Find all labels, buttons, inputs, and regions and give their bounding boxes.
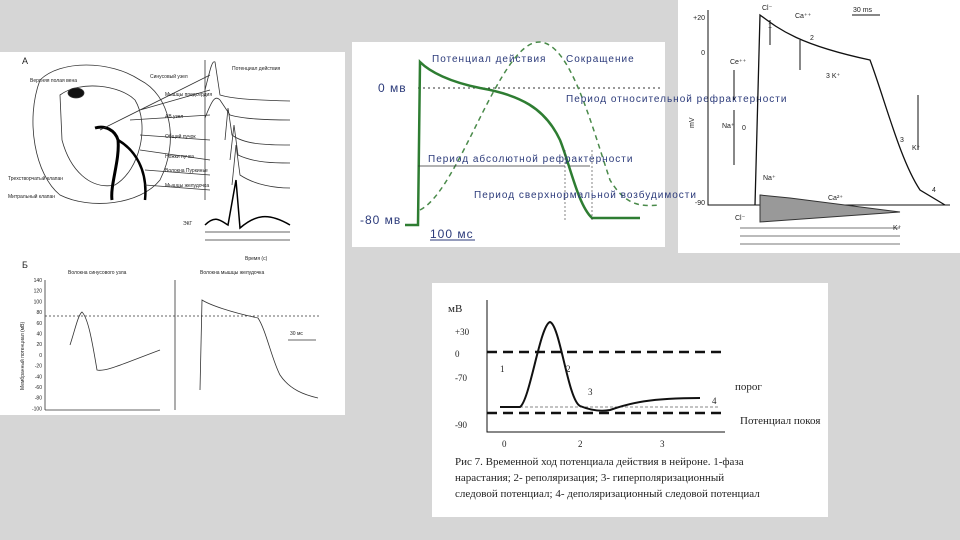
scale-label: 100 мс [430,227,474,241]
y-tick-label: 100 [34,299,43,305]
scale-label: 30 мс [290,331,303,337]
ap-label: Потенциал действия [432,54,546,65]
y-tick-label: -20 [35,364,42,370]
heart-label: Волокна Пуркинье [165,168,208,174]
cardiac-drawing [405,41,662,241]
heart-drawing [32,60,291,241]
ion-label: K⁺ [893,225,902,232]
ion-label: Ca⁺⁺ [795,13,812,20]
contraction-label: Сокращение [566,54,635,65]
phase-label: 1 [500,364,505,374]
phase-label: 0 [742,125,746,132]
ion-label: Ca²⁺ [828,195,843,202]
y-tick-label: 120 [34,289,43,295]
zero-label: 0 мв [378,81,407,95]
phase-label: 2 [566,364,571,374]
x-tick-label: 2 [578,439,583,449]
absolute-label: Период абсолютной рефрактерности [428,153,633,165]
panel-heart [0,52,345,415]
heart-label: Митральный клапан [8,193,55,200]
heart-label: ЭКГ [183,221,193,227]
caption-line: следовой потенциал; 4- деполяризационный… [455,488,760,500]
y-tick-label: -60 [35,385,42,391]
x-tick-label: 3 [660,439,665,449]
caption-line: нарастания; 2- реполяризация; 3- гиперпо… [455,472,724,484]
ion-label: Na⁺ [763,175,776,182]
ion-label: Cl⁻ [735,215,746,222]
small-graphs [44,280,320,411]
scale-label: 30 ms [853,7,873,14]
panel-cardiac [352,42,665,247]
y-tick-label: 80 [36,310,42,316]
heart-label: Общий пучок [165,133,196,140]
heart-label: АВ узел [165,114,183,120]
y-tick-label: 60 [36,321,42,327]
y-tick-label: -90 [455,420,467,430]
phase-label: 2 [810,35,814,42]
phase-label: 4 [932,187,936,194]
y-tick-label: -100 [32,406,42,412]
x-tick-label: 0 [502,439,507,449]
y-axis-label: Мембранный потенциал (мВ) [19,322,26,390]
heart-label: Мышцы предсердия [165,92,212,98]
y-tick-label: 0 [39,353,42,359]
caption-line: Рис 7. Временной ход потенциала действия… [455,456,744,468]
heart-label: Верхняя полая вена [30,78,77,84]
ion-label: 3 K⁺ [826,73,841,80]
phase-label: 4 [712,396,717,406]
ion-labels: +20 0 -90 mV 30 ms Cl⁻ Ca⁺⁺ Ce⁺⁺ Na⁺ 3 K⁺ K⁺ Na⁺ Ca²… [689,5,936,232]
ion-label: Na⁺ [722,123,735,130]
neuron-labels: мВ +30 0 -70 -90 0 2 3 1 2 3 4 порог Потенциал покоя Р… [448,303,820,500]
ion-label: K⁺ [912,145,921,152]
y-axis-label: мВ [448,303,462,315]
y-tick-label: -40 [35,374,42,380]
y-tick-label: -70 [455,373,467,383]
y-tick-label: 20 [36,342,42,348]
y-tick-label: 140 [34,278,43,284]
heart-label: Потенциал действия [232,65,281,72]
rest-label: Потенциал покоя [740,415,820,427]
y-tick-label: 40 [36,332,42,338]
panel-neuron [432,283,828,517]
heart-label: Время (с) [245,256,268,262]
y-tick-label: -80 [35,396,42,402]
y-tick-label: 0 [701,50,705,57]
supernormal-label: Период сверхнормальной возбудимости [474,189,697,201]
y-tick-label: +20 [693,15,705,22]
phase-label: 1 [768,23,772,30]
rest-label: -80 мв [360,213,401,227]
heart-label: Мышцы желудочка [165,183,209,189]
phase-label: 3 [588,387,593,397]
y-ticks: 140 120 100 80 60 40 20 0 -20 -40 -60 -80 -100 [32,278,42,412]
ion-label: Cl⁻ [762,5,773,12]
graph-title: Волокна синусового узла [68,270,127,276]
label-b: Б [22,260,28,270]
graph-title: Волокна мышцы желудочка [200,270,264,276]
threshold-label: порог [735,381,762,393]
heart-label: Ножки пучка [165,154,194,160]
y-tick-label: -90 [695,200,705,207]
neuron-drawing [486,300,725,433]
heart-label: Трехстворчатый клапан [8,175,63,182]
phase-label: 3 [900,137,904,144]
ion-drawing [707,10,950,245]
ion-label: Ce⁺⁺ [730,59,747,66]
heart-label: Синусовый узел [150,73,188,80]
y-tick-label: +30 [455,327,470,337]
y-tick-label: 0 [455,349,460,359]
y-axis-label: mV [689,117,696,128]
relative-label: Период относительной рефрактерности [566,93,787,105]
label-a: А [22,56,28,66]
